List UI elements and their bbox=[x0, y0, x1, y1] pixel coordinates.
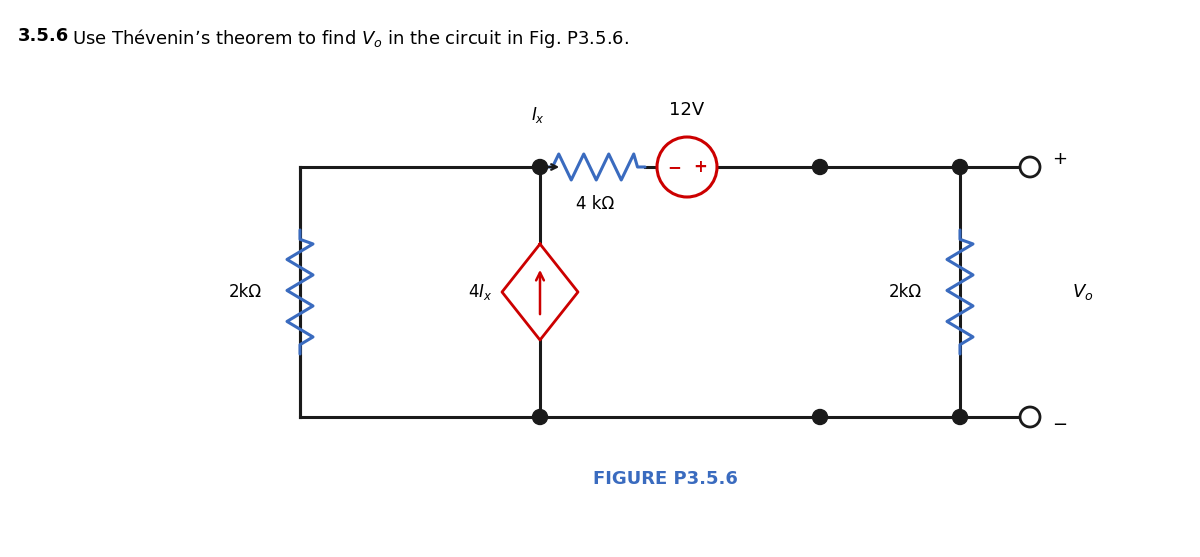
Circle shape bbox=[953, 409, 967, 424]
Circle shape bbox=[533, 409, 547, 424]
Circle shape bbox=[812, 159, 828, 174]
Text: 3.5.6: 3.5.6 bbox=[18, 27, 70, 45]
Text: $4I_x$: $4I_x$ bbox=[468, 282, 492, 302]
Text: 4 kΩ: 4 kΩ bbox=[576, 195, 614, 213]
Text: 2kΩ: 2kΩ bbox=[229, 283, 262, 301]
Text: −: − bbox=[667, 158, 680, 176]
Text: +: + bbox=[1052, 150, 1067, 168]
Circle shape bbox=[812, 409, 828, 424]
Text: Use Thévenin’s theorem to find $V_o$ in the circuit in Fig. P3.5.6.: Use Thévenin’s theorem to find $V_o$ in … bbox=[72, 27, 629, 50]
Text: −: − bbox=[1052, 416, 1067, 434]
Circle shape bbox=[953, 159, 967, 174]
Text: FIGURE P3.5.6: FIGURE P3.5.6 bbox=[593, 470, 738, 488]
Text: 12V: 12V bbox=[670, 101, 704, 119]
Circle shape bbox=[1020, 157, 1040, 177]
Circle shape bbox=[533, 159, 547, 174]
Circle shape bbox=[1020, 407, 1040, 427]
Text: +: + bbox=[694, 158, 707, 176]
Text: 2kΩ: 2kΩ bbox=[889, 283, 922, 301]
Text: $V_o$: $V_o$ bbox=[1072, 282, 1093, 302]
Text: $I_x$: $I_x$ bbox=[532, 105, 545, 125]
Circle shape bbox=[658, 137, 718, 197]
Polygon shape bbox=[502, 244, 578, 340]
